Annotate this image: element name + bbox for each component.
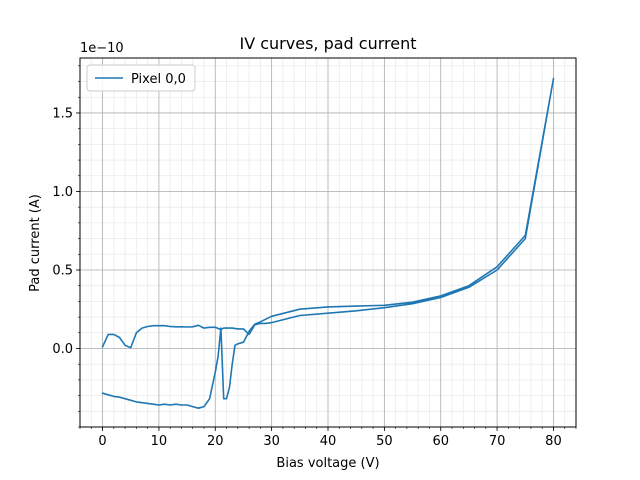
y-tick-label: 1.5 xyxy=(52,106,73,121)
y-offset-label: 1e−10 xyxy=(80,41,124,56)
y-axis-label: Pad current (A) xyxy=(28,194,43,292)
x-tick-label: 50 xyxy=(376,434,393,449)
y-tick-label: 1.0 xyxy=(52,185,73,200)
x-tick-label: 40 xyxy=(320,434,337,449)
x-tick-label: 60 xyxy=(432,434,449,449)
x-tick-label: 80 xyxy=(545,434,562,449)
series-line-pixel-0-0 xyxy=(101,77,555,410)
x-tick-label: 0 xyxy=(98,434,106,449)
plot-lines xyxy=(101,77,555,410)
x-tick-label: 70 xyxy=(489,434,506,449)
legend: Pixel 0,0 xyxy=(86,64,196,92)
x-tick-label: 10 xyxy=(151,434,168,449)
legend-label-pixel-0-0: Pixel 0,0 xyxy=(131,72,186,87)
x-tick-label: 20 xyxy=(207,434,224,449)
legend-box xyxy=(86,64,196,92)
x-tick-label: 30 xyxy=(263,434,280,449)
x-axis-ticks: 0 10 20 30 40 50 60 70 80 xyxy=(79,427,577,449)
y-tick-label: 0.5 xyxy=(52,263,73,278)
chart-title: IV curves, pad current xyxy=(239,34,416,53)
y-tick-label: 0.0 xyxy=(52,342,73,357)
y-axis-ticks: 0.0 0.5 1.0 1.5 xyxy=(52,65,80,428)
x-axis-label: Bias voltage (V) xyxy=(276,456,379,471)
